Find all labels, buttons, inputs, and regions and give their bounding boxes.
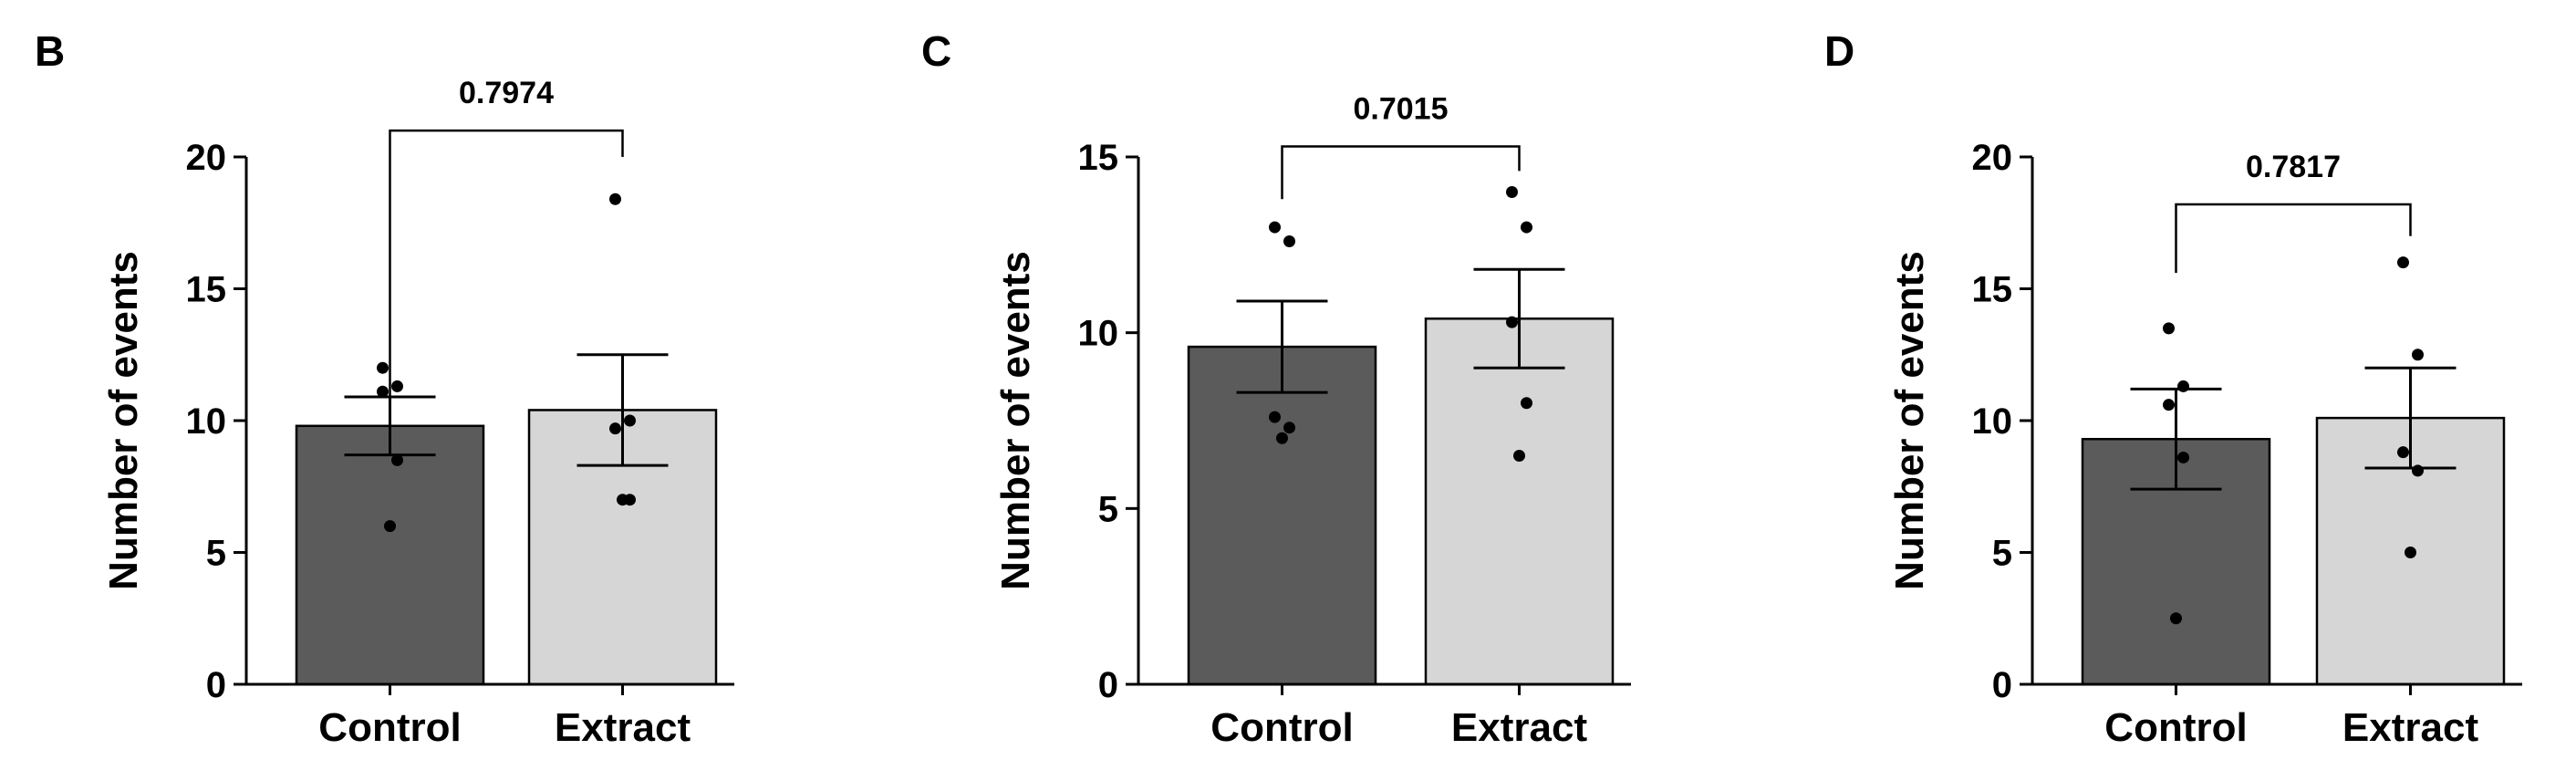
bar-extract (1424, 318, 1615, 686)
data-point (391, 453, 403, 466)
data-point (1506, 316, 1518, 328)
data-point (1506, 186, 1518, 199)
data-point (2170, 612, 2182, 625)
y-tick-label: 5 (1992, 534, 2012, 574)
x-category-label: Control (1210, 705, 1353, 750)
data-point (384, 520, 396, 533)
y-tick-label: 20 (186, 138, 227, 178)
y-tick-label: 0 (1992, 665, 2012, 705)
significance-bracket (389, 129, 624, 397)
chart-panel-c: C Number of events 0 5 10 15 Control Extract 0.7… (921, 27, 1631, 750)
x-category-label: Extract (1451, 705, 1588, 750)
data-point (2177, 380, 2189, 392)
y-tick-label: 15 (1078, 138, 1119, 178)
y-tick-label: 10 (1972, 401, 2013, 442)
data-point (1269, 221, 1281, 234)
y-tick-label: 20 (1972, 138, 2013, 178)
data-point (624, 414, 636, 427)
y-tick-label: 5 (1098, 489, 1118, 529)
data-point (2177, 451, 2189, 463)
y-tick-label: 0 (1098, 665, 1118, 705)
data-point (2163, 322, 2175, 335)
y-tick-label: 10 (1078, 314, 1119, 354)
data-point (1283, 234, 1295, 247)
data-point (2412, 464, 2424, 477)
x-category-label: Control (318, 705, 461, 750)
y-tick-label: 10 (186, 401, 227, 442)
p-value-label: 0.7817 (2246, 150, 2341, 184)
data-point (1513, 450, 1525, 463)
y-tick-label: 15 (186, 270, 227, 310)
data-point (377, 361, 389, 374)
data-point (391, 380, 403, 392)
y-tick-label: 0 (206, 665, 226, 705)
bar-control (295, 424, 485, 686)
p-value-label: 0.7015 (1354, 91, 1449, 126)
data-point (617, 494, 628, 506)
chart-panel-b: B Number of events 0 5 10 15 20 Control Extract 0… (35, 27, 734, 750)
y-tick-label: 15 (1972, 270, 2013, 310)
data-point (2397, 446, 2409, 459)
data-point (1283, 422, 1295, 434)
significance-bracket (2175, 203, 2412, 274)
p-value-label: 0.7974 (459, 76, 554, 110)
bar-control (1187, 345, 1377, 686)
y-axis-label: Number of events (993, 251, 1038, 590)
data-point (2163, 399, 2175, 411)
panel-label: C (921, 27, 951, 75)
panel-label: B (35, 27, 65, 75)
data-point (609, 193, 621, 205)
data-point (2405, 547, 2416, 558)
data-point (2397, 256, 2409, 269)
data-point (609, 422, 621, 435)
data-point (377, 385, 389, 398)
x-category-label: Extract (2342, 705, 2479, 750)
y-tick-label: 5 (206, 534, 226, 574)
data-point (1521, 221, 1532, 234)
chart-panel-d: D Number of events 0 5 10 15 20 Control Extract 0… (1824, 27, 2522, 750)
y-axis-label: Number of events (1887, 251, 1932, 590)
panel-label: D (1824, 27, 1854, 75)
x-category-label: Control (2104, 705, 2247, 750)
data-point (1276, 432, 1288, 444)
data-point (1521, 397, 1532, 410)
y-axis-label: Number of events (101, 251, 146, 590)
x-category-label: Extract (555, 705, 691, 750)
data-point (1269, 411, 1281, 423)
significance-bracket (1281, 145, 1521, 200)
data-point (2412, 349, 2424, 361)
